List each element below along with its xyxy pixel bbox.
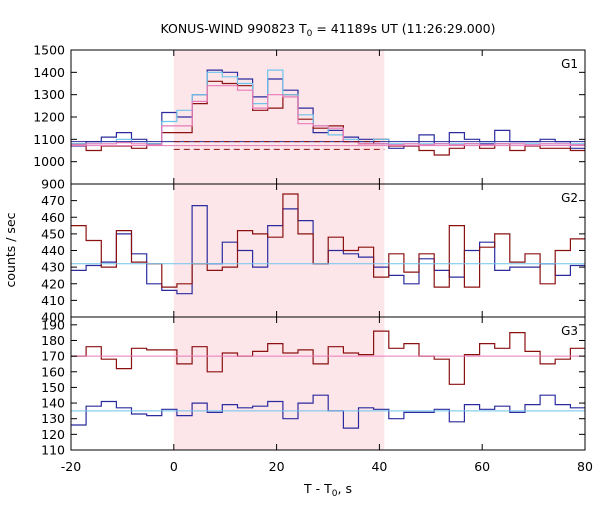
y-tick-label: 460 [41, 210, 65, 225]
y-tick-label: 430 [41, 260, 65, 275]
y-tick-label: 450 [41, 226, 65, 241]
y-tick-label: 470 [41, 193, 65, 208]
chart-title-subscript: 0 [307, 29, 313, 39]
x-axis-label-subscript: 0 [332, 489, 338, 499]
series-red-step [71, 193, 585, 288]
panel-label: G2 [561, 191, 578, 205]
x-tick-label: -20 [61, 459, 81, 474]
panel-g1: 900 1000 1100 1200 1300 1400 1500 G1 [33, 43, 586, 192]
y-tick-label: 400 [41, 310, 65, 325]
y-tick-label: 140 [41, 396, 65, 411]
chart-title-suffix: = 41189s UT (11:26:29.000) [312, 21, 495, 36]
panel-label: G3 [561, 324, 578, 338]
y-tick-label: 1500 [33, 43, 65, 58]
y-tick-label: 160 [41, 364, 65, 379]
x-tick-label: 60 [474, 459, 490, 474]
series-blue-step [71, 394, 585, 429]
x-axis-label-prefix: T - T [303, 481, 332, 496]
y-tick-label: 150 [41, 380, 65, 395]
x-tick-label: 40 [371, 459, 387, 474]
series-red-step [71, 330, 585, 385]
highlight-interval [173, 317, 385, 450]
y-tick-label: 1100 [33, 132, 65, 147]
y-tick-label: 900 [41, 177, 65, 192]
panel-series-group [71, 69, 585, 156]
y-tick-label: 1300 [33, 87, 65, 102]
x-tick-label: 0 [170, 459, 178, 474]
y-tick-label: 420 [41, 276, 65, 291]
y-tick-label: 120 [41, 427, 65, 442]
x-axis-label: T - T0, s [303, 481, 352, 499]
panel-series-group [71, 193, 585, 295]
y-tick-label: 180 [41, 333, 65, 348]
y-tick-label: 1400 [33, 65, 65, 80]
x-tick-label: 20 [269, 459, 285, 474]
x-tick-label: 80 [577, 459, 593, 474]
y-tick-label: 110 [41, 443, 65, 458]
y-tick-label: 440 [41, 243, 65, 258]
panel-label: G1 [561, 57, 578, 71]
chart-title: KONUS-WIND 990823 T0 = 41189s UT (11:26:… [160, 21, 495, 39]
panel-frame [70, 316, 586, 451]
y-tick-label: 130 [41, 411, 65, 426]
y-tick-label: 1000 [33, 154, 65, 169]
y-tick-label: 1200 [33, 110, 65, 125]
panel-series-group [71, 330, 585, 429]
y-tick-label: 410 [41, 293, 65, 308]
x-axis-label-suffix: , s [338, 481, 352, 496]
plot-area: 900100011001200130014001500G140041042043… [33, 43, 593, 475]
chart-title-prefix: KONUS-WIND 990823 T [160, 21, 306, 36]
y-tick-label: 190 [41, 317, 65, 332]
y-axis-label: counts / sec [3, 212, 18, 287]
y-tick-label: 170 [41, 349, 65, 364]
